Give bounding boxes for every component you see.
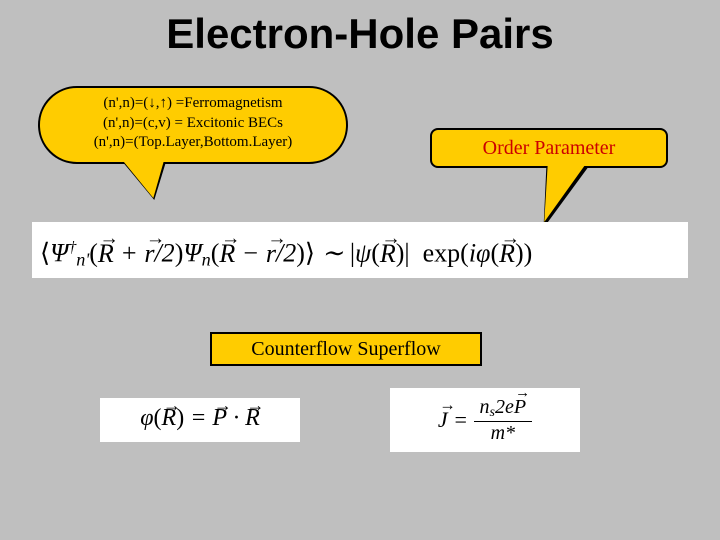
callout-line-2: (n',n)=(c,v) = Excitonic BECs bbox=[40, 114, 346, 134]
callout-tail bbox=[514, 164, 585, 222]
label-counterflow: Counterflow Superflow bbox=[210, 332, 482, 366]
callout-line-3: (n',n)=(Top.Layer,Bottom.Layer) bbox=[40, 133, 346, 153]
callout-order-parameter: Order Parameter bbox=[430, 128, 668, 168]
equation-current: J = ns2ePm* bbox=[390, 388, 580, 452]
page-title: Electron-Hole Pairs bbox=[0, 0, 720, 58]
callout-tail bbox=[121, 158, 184, 198]
equation-main: ⟨Ψ†n'(R + r/2)Ψn(R − r/2)⟩ ∼ |ψ(R)| exp(… bbox=[32, 222, 688, 278]
callout-definitions: (n',n)=(↓,↑) =Ferromagnetism (n',n)=(c,v… bbox=[38, 86, 348, 164]
callout-line-1: (n',n)=(↓,↑) =Ferromagnetism bbox=[40, 94, 346, 114]
equation-phi: φ(R) = P · R bbox=[100, 398, 300, 442]
